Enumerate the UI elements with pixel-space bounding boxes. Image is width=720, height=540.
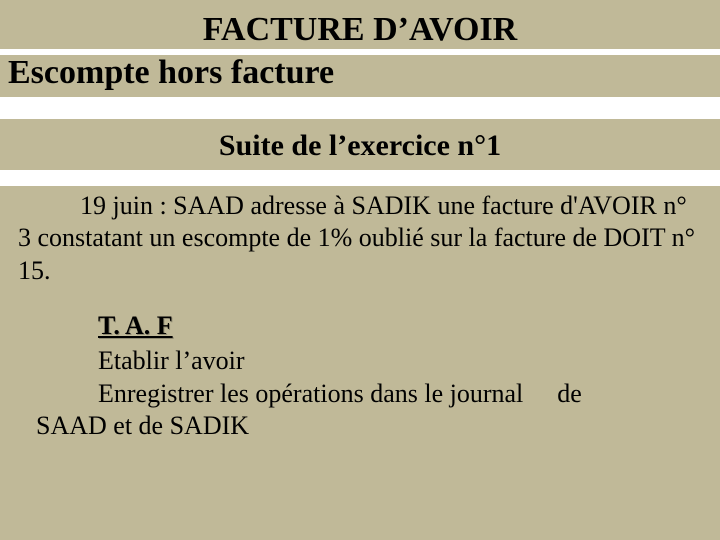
- task-line-3: SAAD et de SADIK: [18, 410, 702, 443]
- divider-3: [0, 170, 720, 186]
- subtitle-exercice: Suite de l’exercice n°1: [0, 119, 720, 170]
- task-col-a: Etablir l’avoir Enregistrer les opératio…: [18, 345, 523, 410]
- body-block: 19 juin : SAAD adresse à SADIK une factu…: [0, 186, 720, 457]
- task-line-1: Etablir l’avoir: [98, 345, 523, 378]
- top-pad: [0, 0, 720, 10]
- task-line-2a: Enregistrer les opérations dans le journ…: [98, 378, 523, 411]
- task-line-2b: de: [557, 378, 582, 411]
- subtitle-escompte: Escompte hors facture: [0, 55, 720, 97]
- task-lines: Etablir l’avoir Enregistrer les opératio…: [18, 345, 702, 410]
- taf-heading: T. A. F: [98, 311, 702, 341]
- divider-2: [0, 97, 720, 119]
- task-col-b: de: [523, 345, 582, 410]
- main-title: FACTURE D’AVOIR: [0, 10, 720, 49]
- paragraph-main: 19 juin : SAAD adresse à SADIK une factu…: [18, 190, 702, 288]
